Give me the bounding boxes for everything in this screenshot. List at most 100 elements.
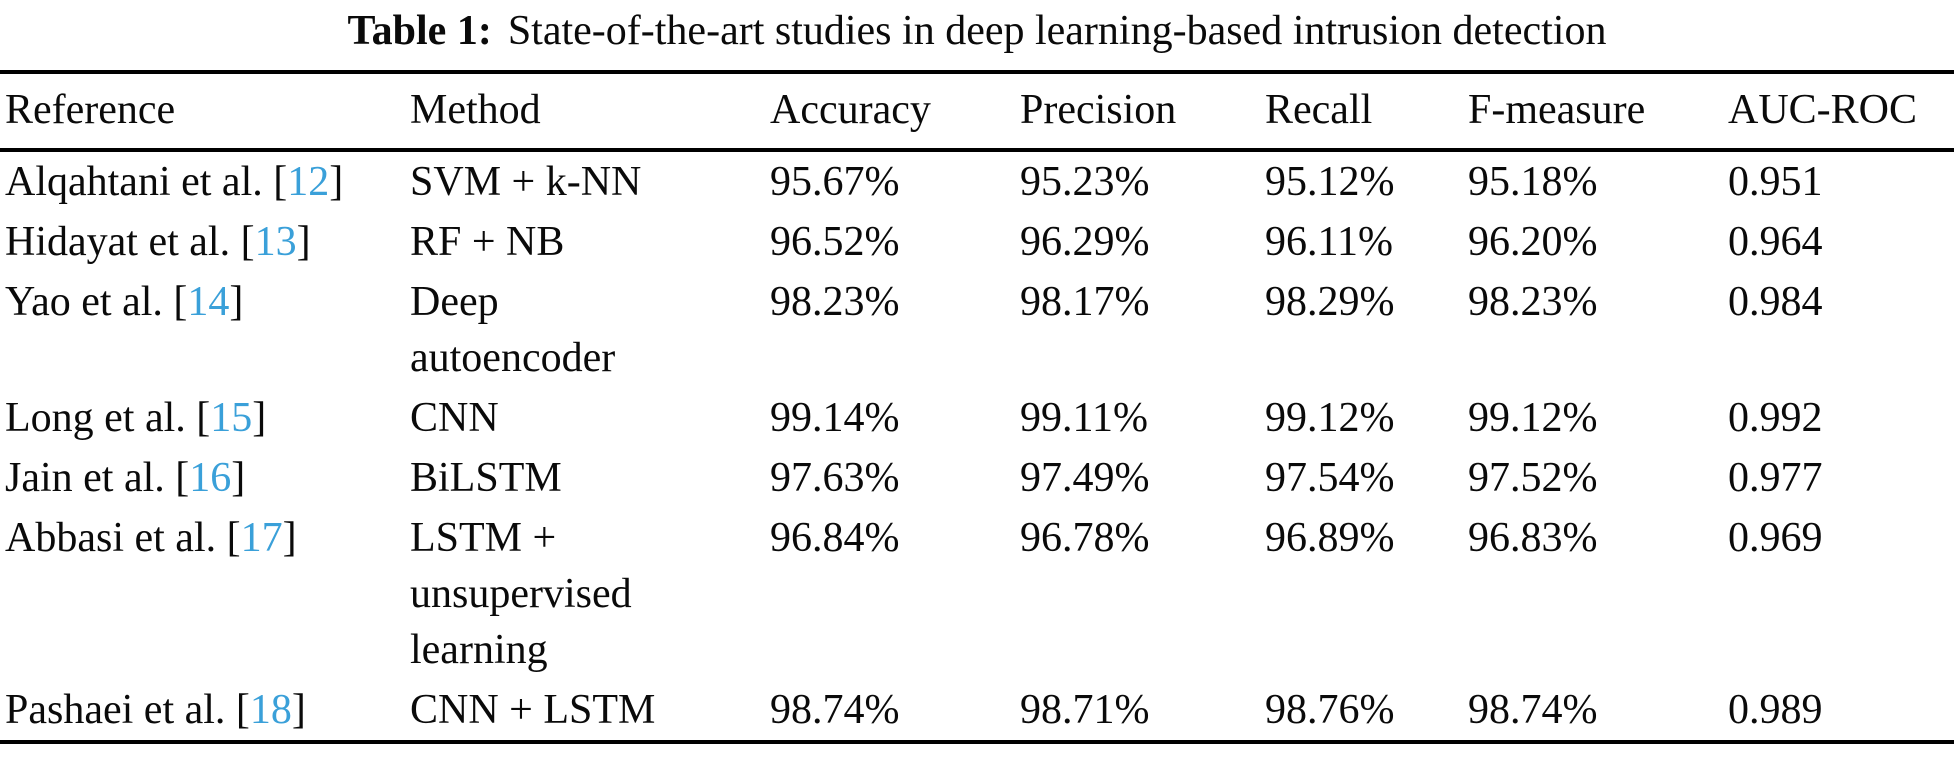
citation-bracket-close: ] (231, 455, 246, 501)
recall-cell: 97.54% (1265, 455, 1395, 501)
precision-cell: 99.11% (1020, 395, 1148, 441)
citation-bracket-close: ] (296, 219, 311, 265)
table-header: Reference Method Accuracy Precision Reca… (0, 72, 1954, 150)
precision-cell: 98.17% (1020, 279, 1150, 325)
precision-cell: 96.29% (1020, 219, 1150, 265)
column-header-recall: Recall (1265, 87, 1373, 133)
recall-cell: 98.76% (1265, 687, 1395, 733)
table-row: Hidayat et al. [13] RF + NB 96.52% 96.29… (0, 212, 1954, 272)
citation-link[interactable]: 14 (187, 279, 230, 325)
method-cell: SVM + k-NN (410, 150, 770, 212)
reference-authors: Alqahtani et al. (5, 159, 274, 205)
method-line: CNN (410, 395, 499, 441)
citation-bracket-open: [ (196, 395, 211, 441)
citation-link[interactable]: 18 (249, 687, 292, 733)
method-line: SVM + k-NN (410, 159, 642, 205)
f-measure-cell: 96.20% (1468, 219, 1598, 265)
table-caption-text: State-of-the-art studies in deep learnin… (507, 8, 1607, 54)
method-line: autoencoder (410, 335, 616, 381)
table-row: Pashaei et al. [18] CNN + LSTM 98.74% 98… (0, 680, 1954, 742)
citation-link[interactable]: 13 (254, 219, 297, 265)
table-header-row: Reference Method Accuracy Precision Reca… (0, 72, 1954, 150)
column-header-method: Method (410, 87, 541, 133)
method-cell: CNN (410, 388, 770, 448)
recall-cell: 95.12% (1265, 159, 1395, 205)
citation-bracket-open: [ (226, 515, 241, 561)
column-header-auc-roc: AUC-ROC (1728, 87, 1918, 133)
method-line: CNN + LSTM (410, 687, 656, 733)
citation-bracket-close: ] (291, 687, 306, 733)
column-header-reference: Reference (5, 87, 176, 133)
citation-bracket-open: [ (173, 279, 188, 325)
reference-cell: Abbasi et al. [17] (0, 508, 410, 680)
precision-cell: 96.78% (1020, 515, 1150, 561)
reference-cell: Alqahtani et al. [12] (0, 150, 410, 212)
method-cell: RF + NB (410, 212, 770, 272)
reference-cell: Yao et al. [14] (0, 272, 410, 388)
citation-link[interactable]: 15 (210, 395, 253, 441)
citation-bracket-open: [ (273, 159, 288, 205)
citation-bracket-close: ] (252, 395, 267, 441)
reference-authors: Yao et al. (5, 279, 174, 325)
reference-cell: Hidayat et al. [13] (0, 212, 410, 272)
citation-link[interactable]: 12 (287, 159, 330, 205)
citation-bracket-close: ] (229, 279, 244, 325)
citation-link[interactable]: 17 (240, 515, 283, 561)
recall-cell: 98.29% (1265, 279, 1395, 325)
accuracy-cell: 96.84% (770, 515, 900, 561)
table-row: Alqahtani et al. [12] SVM + k-NN 95.67% … (0, 150, 1954, 212)
accuracy-cell: 99.14% (770, 395, 900, 441)
table-body: Alqahtani et al. [12] SVM + k-NN 95.67% … (0, 150, 1954, 742)
accuracy-cell: 98.23% (770, 279, 900, 325)
auc-roc-cell: 0.992 (1728, 395, 1823, 441)
reference-authors: Jain et al. (5, 455, 176, 501)
f-measure-cell: 99.12% (1468, 395, 1598, 441)
table-row: Jain et al. [16] BiLSTM 97.63% 97.49% 97… (0, 448, 1954, 508)
f-measure-cell: 97.52% (1468, 455, 1598, 501)
reference-cell: Jain et al. [16] (0, 448, 410, 508)
table-caption: Table 1: State-of-the-art studies in deep… (0, 0, 1954, 56)
precision-cell: 95.23% (1020, 159, 1150, 205)
method-cell: CNN + LSTM (410, 680, 770, 742)
accuracy-cell: 95.67% (770, 159, 900, 205)
auc-roc-cell: 0.951 (1728, 159, 1823, 205)
citation-bracket-open: [ (235, 687, 250, 733)
accuracy-cell: 96.52% (770, 219, 900, 265)
reference-cell: Pashaei et al. [18] (0, 680, 410, 742)
method-cell: Deep autoencoder (410, 272, 770, 388)
accuracy-cell: 97.63% (770, 455, 900, 501)
f-measure-cell: 95.18% (1468, 159, 1598, 205)
column-header-precision: Precision (1020, 87, 1177, 133)
precision-cell: 97.49% (1020, 455, 1150, 501)
reference-authors: Abbasi et al. (5, 515, 227, 561)
f-measure-cell: 98.23% (1468, 279, 1598, 325)
method-line: Deep (410, 279, 499, 325)
accuracy-cell: 98.74% (770, 687, 900, 733)
method-line: LSTM + (410, 515, 557, 561)
method-line: unsupervised (410, 571, 632, 617)
reference-authors: Long et al. (5, 395, 197, 441)
auc-roc-cell: 0.969 (1728, 515, 1823, 561)
reference-authors: Hidayat et al. (5, 219, 241, 265)
f-measure-cell: 98.74% (1468, 687, 1598, 733)
method-line: learning (410, 627, 548, 673)
method-cell: LSTM + unsupervised learning (410, 508, 770, 680)
citation-bracket-open: [ (175, 455, 190, 501)
citation-bracket-close: ] (329, 159, 344, 205)
table-row: Yao et al. [14] Deep autoencoder 98.23% 9… (0, 272, 1954, 388)
column-header-f-measure: F-measure (1468, 87, 1646, 133)
auc-roc-cell: 0.984 (1728, 279, 1823, 325)
results-table: Reference Method Accuracy Precision Reca… (0, 70, 1954, 744)
citation-link[interactable]: 16 (189, 455, 232, 501)
reference-authors: Pashaei et al. (5, 687, 236, 733)
citation-bracket-open: [ (240, 219, 255, 265)
table-caption-label: Table 1: (347, 8, 492, 54)
reference-cell: Long et al. [15] (0, 388, 410, 448)
auc-roc-cell: 0.977 (1728, 455, 1823, 501)
precision-cell: 98.71% (1020, 687, 1150, 733)
recall-cell: 96.11% (1265, 219, 1393, 265)
auc-roc-cell: 0.989 (1728, 687, 1823, 733)
method-line: RF + NB (410, 219, 565, 265)
citation-bracket-close: ] (282, 515, 297, 561)
